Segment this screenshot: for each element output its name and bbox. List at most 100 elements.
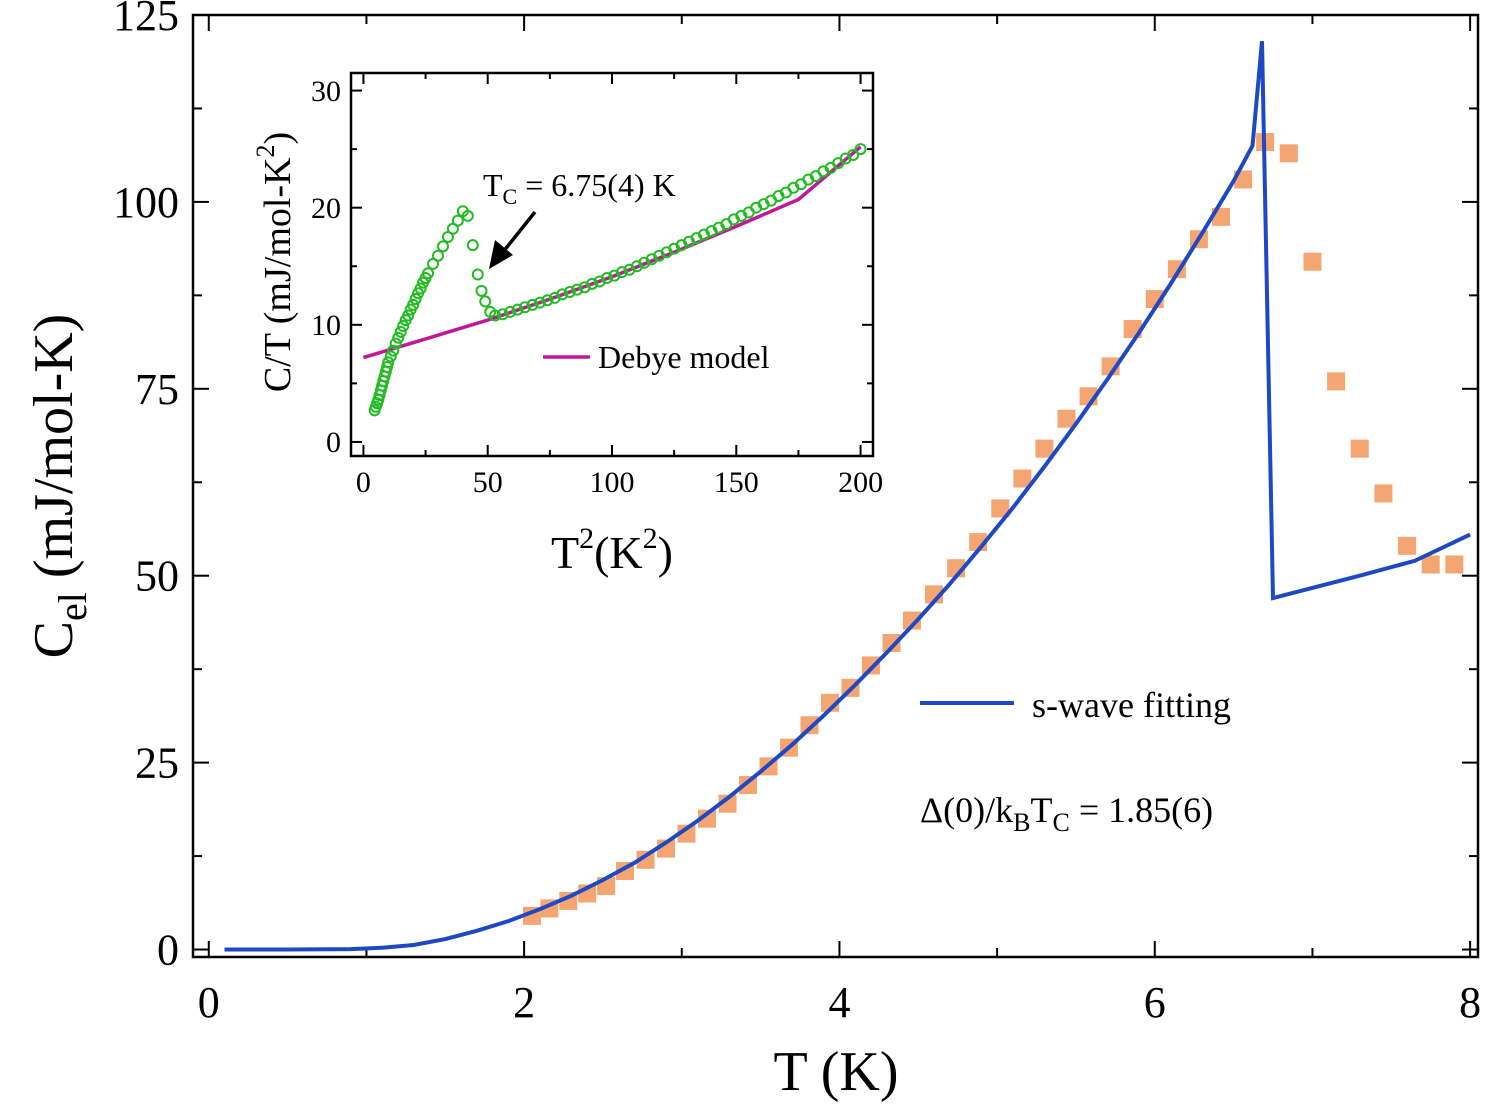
data-point xyxy=(556,288,569,301)
y-tick-label: 125 xyxy=(113,0,179,40)
data-point xyxy=(387,344,400,357)
data-point xyxy=(1057,409,1076,428)
main-legend: s-wave fitting xyxy=(920,685,1231,725)
data-point xyxy=(436,240,449,253)
data-point xyxy=(1398,536,1417,555)
inset-x-label-end: ) xyxy=(658,527,673,578)
data-point xyxy=(533,296,546,309)
x-tick-label: 0 xyxy=(198,978,220,1027)
data-point xyxy=(389,337,402,350)
inset-y-ticks: 0 10 20 30 xyxy=(311,75,873,459)
data-point xyxy=(402,309,415,322)
inset-x-label-pre: T xyxy=(551,527,579,578)
data-point xyxy=(461,209,474,222)
y-tick-label: 20 xyxy=(311,192,341,225)
data-point xyxy=(1327,372,1346,391)
data-point xyxy=(382,356,395,369)
inset-y-label-end: ) xyxy=(257,132,299,145)
y-tick-label: 50 xyxy=(135,552,179,601)
data-point xyxy=(422,267,435,280)
y-tick-label: 75 xyxy=(135,365,179,414)
x-tick-label: 2 xyxy=(513,978,535,1027)
inset-data-points xyxy=(368,143,867,417)
gap-ratio-text-post: = 1.85(6) xyxy=(1070,790,1213,830)
main-y-axis-label: Cel (mJ/mol-K) xyxy=(23,314,95,659)
inset-plot-background xyxy=(351,73,873,456)
inset-x-label-mid: (K xyxy=(594,527,643,578)
y-tick-label: 0 xyxy=(157,925,179,974)
tc-annotation-pre: T xyxy=(483,167,503,203)
data-point xyxy=(397,319,410,332)
data-point xyxy=(800,716,819,735)
y-tick-label: 10 xyxy=(311,309,341,342)
data-point xyxy=(451,214,464,227)
data-point xyxy=(475,284,488,297)
data-point xyxy=(504,305,517,318)
main-y-axis-label-sub: el xyxy=(50,592,95,621)
y-tick-label: 0 xyxy=(326,426,341,459)
inset-y-label-sup: 2 xyxy=(251,144,280,157)
y-tick-label: 25 xyxy=(135,739,179,788)
data-point xyxy=(471,268,484,281)
data-point xyxy=(1350,439,1369,458)
data-point xyxy=(392,331,405,344)
data-point xyxy=(432,249,444,262)
data-point xyxy=(882,634,901,652)
inset-y-axis-label: C/T (mJ/mol-K2) xyxy=(251,132,299,392)
data-point xyxy=(519,301,531,314)
data-point xyxy=(541,294,554,307)
data-point xyxy=(466,239,479,252)
s-wave-fit-line xyxy=(224,41,1471,952)
tc-annotation-post: = 6.75(4) K xyxy=(517,167,675,203)
data-point xyxy=(496,308,509,321)
data-point xyxy=(407,298,420,311)
data-point xyxy=(1013,469,1032,488)
main-x-ticks: 0 2 4 6 8 xyxy=(198,15,1481,1027)
gap-ratio-text-mid: T xyxy=(1030,790,1052,830)
gap-ratio-annotation: Δ(0)/kBTC = 1.85(6) xyxy=(920,790,1213,837)
gap-ratio-sub-b: B xyxy=(1013,808,1030,837)
data-point xyxy=(479,295,492,308)
data-point xyxy=(586,277,599,290)
data-point xyxy=(1279,144,1298,163)
data-point xyxy=(861,656,880,675)
tc-arrow-shaft xyxy=(501,210,537,254)
inset-x-label-sup1: 2 xyxy=(579,522,594,555)
gap-ratio-text-pre: Δ(0)/k xyxy=(920,790,1013,830)
data-point xyxy=(636,850,655,869)
main-x-axis-label: T (K) xyxy=(774,1041,899,1103)
data-point xyxy=(615,266,628,279)
data-point xyxy=(1445,555,1464,574)
data-point xyxy=(1421,555,1440,574)
data-point xyxy=(414,282,427,295)
y-tick-label: 100 xyxy=(113,178,179,227)
inset-legend: Debye model xyxy=(543,339,770,375)
data-point xyxy=(384,350,397,363)
data-point xyxy=(394,325,407,338)
data-point xyxy=(526,298,539,311)
inset-x-label-sup2: 2 xyxy=(643,522,658,555)
data-point xyxy=(1035,439,1054,458)
x-tick-label: 8 xyxy=(1459,978,1481,1027)
x-tick-label: 100 xyxy=(590,466,635,499)
tc-arrow xyxy=(489,210,537,269)
main-y-axis-label-main: C xyxy=(23,621,85,658)
gap-ratio-sub-c: C xyxy=(1052,808,1069,837)
data-point xyxy=(409,293,422,306)
y-tick-label: 30 xyxy=(311,75,341,108)
main-y-axis-label-rest: (mJ/mol-K) xyxy=(23,314,85,592)
data-point xyxy=(1374,484,1393,503)
data-point xyxy=(677,824,696,843)
data-point xyxy=(854,143,867,156)
main-legend-label: s-wave fitting xyxy=(1032,685,1231,725)
data-point xyxy=(991,499,1010,518)
inset-legend-label: Debye model xyxy=(598,339,770,375)
tc-arrow-head xyxy=(489,240,513,269)
data-point xyxy=(511,303,524,316)
data-point xyxy=(1303,252,1322,271)
data-point xyxy=(847,148,860,161)
